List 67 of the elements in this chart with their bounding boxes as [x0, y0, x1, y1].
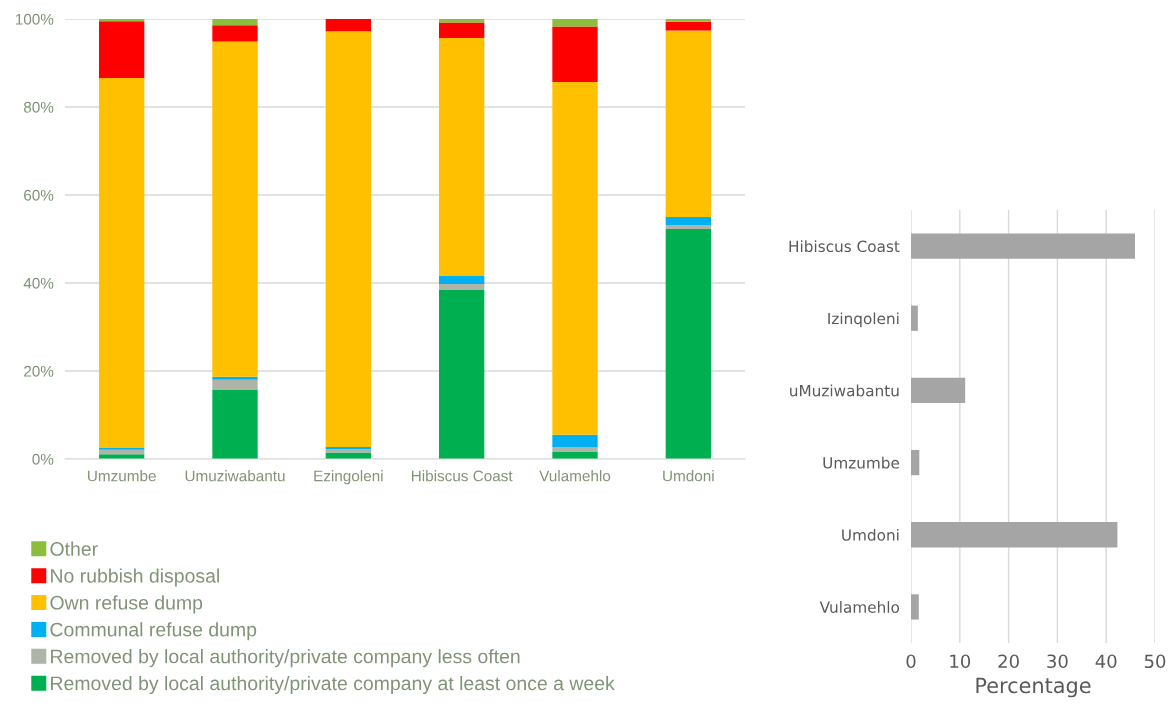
x-tick-label: 0 — [906, 654, 916, 669]
bar — [212, 379, 258, 390]
y-tick-label: 100% — [15, 13, 54, 25]
bar — [665, 224, 711, 229]
y-tick-label: 20% — [24, 365, 54, 377]
legend-label: No rubbish disposal — [51, 568, 219, 587]
y-tick-label: 60% — [24, 189, 54, 201]
bar — [552, 447, 598, 452]
bar — [212, 25, 258, 42]
y-tick-label: 40% — [23, 277, 54, 289]
bar — [99, 19, 145, 22]
bar — [665, 30, 711, 217]
x-tick-label: Ezingoleni — [314, 470, 383, 485]
bar — [439, 22, 485, 38]
bar — [552, 26, 598, 82]
bar — [665, 228, 711, 459]
legend-label: Communal refuse dump — [50, 622, 257, 641]
bar — [911, 377, 966, 404]
legend-label: Removed by local authority/private company at least once a week — [51, 675, 615, 695]
y-tick-label: Izinqoleni — [828, 312, 899, 328]
y-tick-label: 0% — [32, 453, 54, 465]
bar — [99, 77, 145, 448]
bar — [552, 434, 598, 448]
legend-label: Removed by local authority/private company less often — [51, 649, 520, 668]
bar — [439, 283, 485, 291]
bar — [325, 31, 371, 448]
bar — [439, 37, 485, 276]
y-tick-label: uMuziwabantu — [790, 384, 899, 397]
bar — [99, 21, 145, 78]
bar — [911, 594, 919, 620]
y-tick-label: Umzumbe — [823, 456, 900, 469]
x-tick-label: Umuziwabantu — [185, 470, 285, 482]
legend-label: Other — [50, 541, 98, 556]
bar — [439, 19, 485, 23]
y-tick-label: 80% — [23, 101, 54, 113]
bar — [911, 305, 918, 331]
bar — [439, 290, 485, 459]
x-tick-label: Vulamehlo — [539, 470, 611, 482]
bar — [552, 19, 598, 27]
bar — [911, 522, 1118, 548]
y-tick-label: Umdoni — [842, 528, 899, 541]
bar — [665, 217, 711, 225]
x-tick-label: 40 — [1095, 654, 1117, 669]
bar — [439, 275, 485, 284]
x-tick-label: 20 — [998, 654, 1019, 669]
bar — [212, 19, 258, 26]
y-tick-label: Hibiscus Coast — [789, 240, 900, 253]
bar — [325, 19, 371, 32]
x-tick-label: 30 — [1047, 654, 1068, 669]
bar — [99, 449, 145, 455]
bar — [911, 449, 920, 476]
bar — [212, 389, 258, 459]
bar — [665, 21, 711, 31]
legend-label: Own refuse dump — [50, 595, 203, 614]
y-tick-label: Vulamehlo — [819, 601, 900, 613]
x-tick-label: 10 — [950, 654, 971, 669]
bar — [552, 81, 598, 435]
bar — [212, 376, 258, 380]
bar — [212, 41, 258, 377]
bar — [665, 19, 711, 22]
x-axis-title: Percentage — [976, 677, 1091, 698]
x-tick-label: Hibiscus Coast — [411, 470, 513, 482]
x-tick-label: Umdoni — [663, 470, 714, 482]
bar — [911, 233, 1135, 259]
bar — [325, 452, 371, 459]
x-tick-label: Umzumbe — [88, 470, 156, 482]
x-tick-label: 50 — [1144, 654, 1166, 669]
